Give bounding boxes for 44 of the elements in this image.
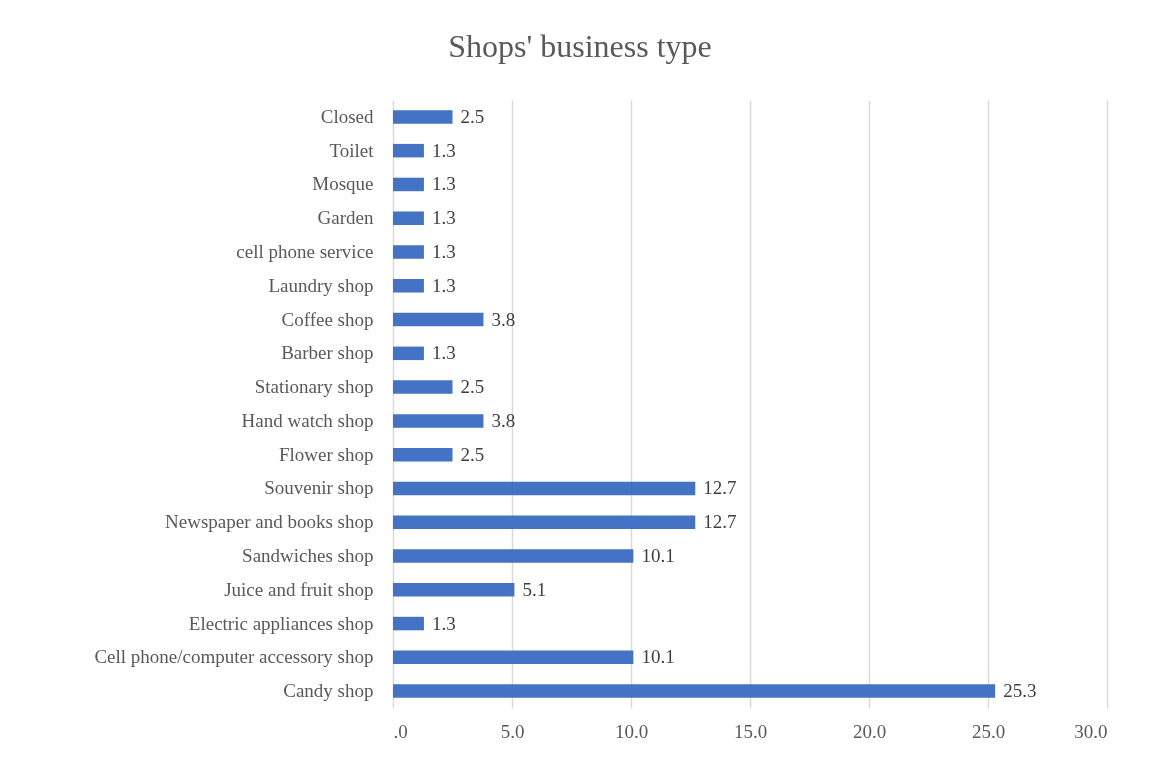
- data-label: 3.8: [491, 308, 516, 330]
- y-tick-label: Garden: [317, 207, 374, 229]
- y-tick-label: Hand watch shop: [241, 409, 374, 431]
- chart-title: Shops' business type: [448, 28, 712, 64]
- y-tick-label: Stationary shop: [254, 376, 374, 398]
- data-label: 10.1: [641, 646, 675, 668]
- data-label: 1.3: [431, 139, 456, 161]
- y-tick-label: Souvenir shop: [264, 477, 374, 499]
- data-label: 2.5: [460, 105, 485, 127]
- data-label: 2.5: [460, 443, 485, 465]
- y-tick-label: Cell phone/computer accessory shop: [94, 646, 374, 668]
- y-tick-label: Electric appliances shop: [188, 612, 374, 634]
- y-tick-label: Candy shop: [283, 680, 374, 702]
- y-tick-label: cell phone service: [236, 241, 374, 262]
- data-label: 1.3: [431, 207, 456, 229]
- data-label: 1.3: [431, 173, 456, 195]
- y-tick-label: Juice and fruit shop: [224, 578, 374, 600]
- y-tick-label: Laundry shop: [268, 274, 374, 296]
- y-tick-label: Flower shop: [279, 443, 374, 465]
- data-label: 1.3: [431, 612, 456, 634]
- x-tick-label: 30.0: [1074, 720, 1108, 742]
- x-tick-label: 10.0: [614, 720, 649, 742]
- y-tick-label: Sandwiches shop: [242, 545, 374, 566]
- data-label: 1.3: [431, 342, 456, 364]
- data-label: 1.3: [431, 241, 456, 262]
- data-label: 1.3: [431, 274, 456, 296]
- y-tick-label: Newspaper and books shop: [165, 511, 374, 533]
- data-label: 5.1: [522, 578, 547, 600]
- x-tick-label: 15.0: [733, 720, 768, 742]
- y-tick-label: Coffee shop: [281, 308, 374, 330]
- y-tick-label: Barber shop: [281, 342, 374, 364]
- x-tick-label: 5.0: [500, 720, 525, 742]
- data-label: 12.7: [703, 477, 737, 499]
- data-label: 25.3: [1003, 680, 1037, 702]
- y-tick-label: Mosque: [312, 173, 374, 195]
- data-label: 12.7: [703, 511, 737, 533]
- data-label: 3.8: [491, 409, 516, 431]
- x-tick-label: 20.0: [852, 720, 887, 742]
- data-label: 2.5: [460, 376, 485, 398]
- x-tick-label: 25.0: [971, 720, 1006, 742]
- y-tick-label: Closed: [320, 105, 374, 127]
- y-tick-label: Toilet: [329, 139, 375, 161]
- data-label: 10.1: [641, 545, 675, 566]
- x-tick-label: .0: [393, 720, 408, 742]
